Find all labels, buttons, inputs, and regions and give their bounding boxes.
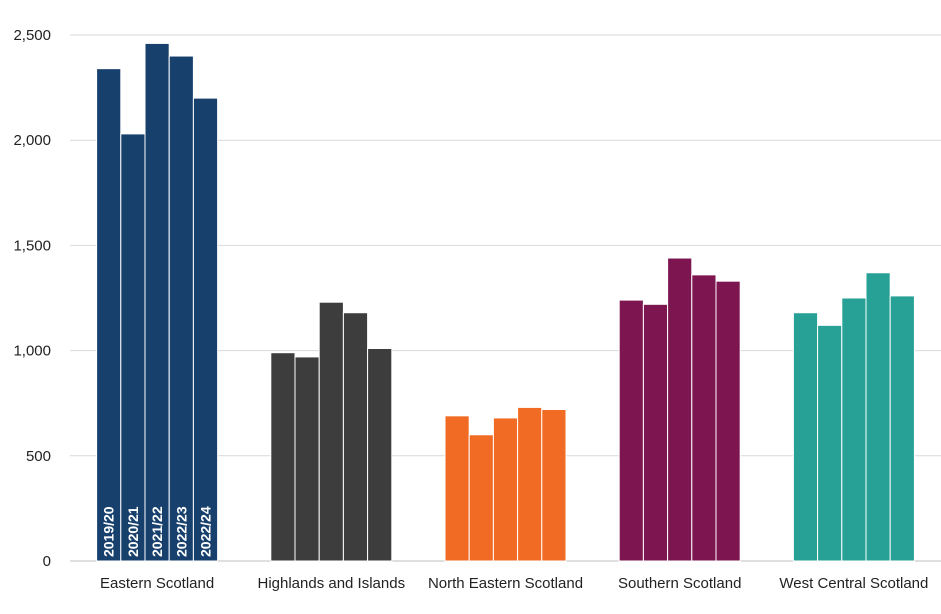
category-label: Southern Scotland: [618, 575, 741, 592]
bar-0-1: [120, 133, 146, 562]
bar-3-0: [618, 299, 644, 562]
bar-4-2: [841, 297, 867, 562]
y-tick-label: 1,000: [13, 343, 51, 360]
bar-series-label: 2022/24: [198, 506, 214, 557]
y-tick-label: 500: [26, 448, 51, 465]
bar-1-3: [342, 312, 369, 562]
bar-4-3: [865, 272, 891, 562]
bar-2-0: [444, 415, 470, 562]
bar-1-1: [294, 356, 320, 562]
bar-3-2: [667, 257, 693, 562]
bar-2-2: [492, 417, 519, 562]
bar-3-3: [691, 274, 717, 562]
bar-1-0: [270, 352, 296, 562]
bar-0-3: [168, 55, 194, 562]
category-label: West Central Scotland: [779, 575, 928, 592]
x-axis-category-labels: Eastern Scotland Highlands and Islands Nor…: [100, 575, 928, 592]
bar-3-4: [715, 280, 741, 562]
bar-1-4: [367, 347, 393, 562]
category-label: North Eastern Scotland: [428, 575, 583, 592]
bar-4-4: [889, 295, 915, 562]
y-tick-label: 0: [43, 553, 51, 570]
y-tick-label: 2,000: [13, 132, 51, 149]
bar-series-label: 2020/21: [125, 506, 141, 557]
bar-0-0: [96, 68, 122, 562]
bar-2-4: [541, 409, 567, 562]
bar-0-4: [192, 97, 219, 562]
bar-series-label: 2021/22: [149, 506, 165, 557]
y-tick-label: 2,500: [13, 27, 51, 44]
bar-2-3: [517, 406, 543, 562]
bar-labels: 2019/20 2020/21 2021/22 2022/23 2022/24: [101, 506, 214, 557]
bar-series-label: 2022/23: [173, 506, 189, 557]
bar-0-2: [144, 42, 170, 562]
bars: [96, 42, 915, 562]
bar-series-label: 2019/20: [101, 506, 117, 557]
bar-4-1: [817, 324, 843, 562]
bar-4-0: [792, 312, 819, 562]
y-tick-label: 1,500: [13, 237, 51, 254]
bar-2-1: [468, 434, 494, 562]
bar-3-1: [642, 303, 669, 562]
y-axis-tick-labels: 0 500 1,000 1,500 2,000 2,500: [13, 27, 51, 570]
category-label: Eastern Scotland: [100, 575, 214, 592]
bar-1-2: [318, 301, 344, 562]
category-label: Highlands and Islands: [257, 575, 405, 592]
